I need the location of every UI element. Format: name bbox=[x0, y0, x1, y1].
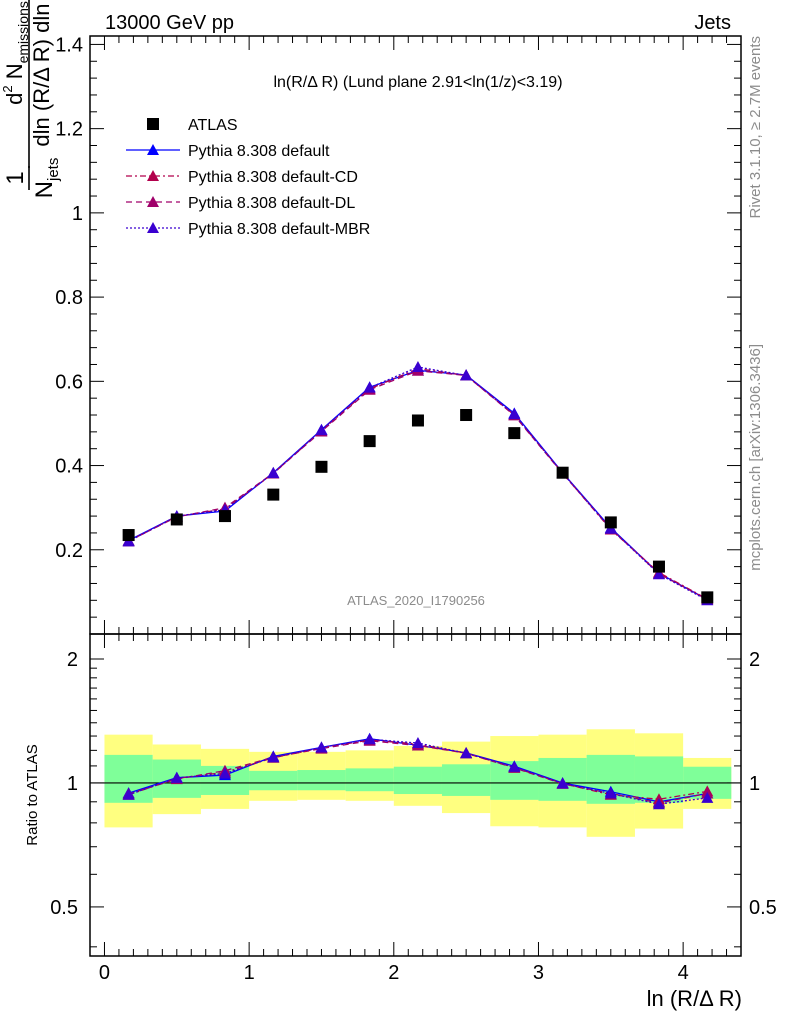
point-atlas bbox=[267, 488, 280, 501]
point-pythia-8-308-default-mbr bbox=[460, 747, 473, 759]
y-tick-label: 1.4 bbox=[55, 34, 83, 56]
y-tick-label: 0.6 bbox=[55, 371, 83, 393]
point-atlas bbox=[122, 529, 135, 542]
point-pythia-8-308-default-mbr bbox=[363, 381, 376, 393]
ratio-y-tick-label-right: 2 bbox=[749, 649, 760, 671]
x-tick-label: 0 bbox=[99, 962, 110, 984]
series-line-pythia-8-308-default-mbr bbox=[128, 366, 708, 601]
point-pythia-8-308-default-mbr bbox=[170, 771, 183, 783]
x-tick-label: 2 bbox=[388, 962, 399, 984]
ratio-y-tick-label-right: 1 bbox=[749, 773, 760, 795]
point-pythia-8-308-default-mbr bbox=[556, 777, 569, 789]
point-pythia-8-308-default-mbr bbox=[315, 424, 328, 436]
legend-label-pythia-8-308-default-mbr: Pythia 8.308 default-MBR bbox=[188, 221, 370, 238]
point-atlas bbox=[315, 460, 328, 473]
svg-text:dln (R/Δ R) dln (1/z): dln (R/Δ R) dln (1/z) bbox=[29, 0, 54, 147]
legend-label-pythia-8-308-default: Pythia 8.308 default bbox=[188, 143, 330, 160]
ratio-y-tick-label: 1 bbox=[67, 773, 78, 795]
svg-text:Njets: Njets bbox=[31, 158, 62, 199]
x-tick-label: 1 bbox=[244, 962, 255, 984]
x-tick-label: 4 bbox=[678, 962, 689, 984]
svg-text:d2 Nemissions: d2 Nemissions bbox=[0, 1, 31, 105]
point-pythia-8-308-default-mbr bbox=[604, 787, 617, 799]
plot-title: ln(R/Δ R) (Lund plane 2.91<ln(1/z)<3.19) bbox=[273, 74, 562, 91]
y-tick-label: 1 bbox=[72, 203, 83, 225]
point-pythia-8-308-default-mbr bbox=[508, 408, 521, 420]
point-atlas bbox=[556, 466, 569, 479]
series-line-pythia-8-308-default-cd bbox=[128, 368, 708, 600]
header-left: 13000 GeV pp bbox=[105, 12, 234, 34]
point-pythia-8-308-default-mbr bbox=[701, 791, 714, 803]
band-inner-bin bbox=[441, 764, 491, 796]
point-atlas bbox=[508, 427, 521, 440]
ratio-y-tick-label: 2 bbox=[67, 649, 78, 671]
ratio-plot-frame bbox=[89, 633, 742, 957]
svg-text:1: 1 bbox=[2, 171, 29, 184]
legend-marker-pythia-8-308-default-mbr bbox=[147, 222, 159, 233]
legend-label-atlas: ATLAS bbox=[188, 117, 238, 134]
point-atlas bbox=[701, 591, 714, 604]
point-atlas bbox=[460, 409, 473, 422]
header-right: Jets bbox=[694, 12, 731, 34]
y-axis-label-top: 1 Njets d2 Nemissions dln (R/Δ R) dln (1… bbox=[0, 0, 62, 198]
legend-marker-pythia-8-308-default-dl bbox=[147, 196, 159, 207]
point-pythia-8-308-default-mbr bbox=[652, 568, 665, 580]
series-line-pythia-8-308-default bbox=[128, 369, 708, 601]
point-pythia-8-308-default-mbr bbox=[122, 788, 135, 800]
ratio-y-tick-label: 0.5 bbox=[50, 897, 78, 919]
point-pythia-8-308-default-mbr bbox=[218, 767, 231, 779]
legend-label-pythia-8-308-default-cd: Pythia 8.308 default-CD bbox=[188, 169, 358, 186]
legend-label-pythia-8-308-default-dl: Pythia 8.308 default-DL bbox=[188, 195, 355, 212]
legend-marker-pythia-8-308-default-cd bbox=[147, 170, 159, 181]
point-atlas bbox=[363, 435, 376, 448]
band-inner-bin bbox=[249, 770, 298, 791]
x-tick-label: 3 bbox=[533, 962, 544, 984]
point-pythia-8-308-default-mbr bbox=[267, 467, 280, 479]
y-tick-label: 0.4 bbox=[55, 456, 83, 478]
point-pythia-8-308-default-mbr bbox=[267, 751, 280, 763]
point-pythia-8-308-default-mbr bbox=[460, 369, 473, 381]
y-tick-label: 0.8 bbox=[55, 287, 83, 309]
mcplots-label: mcplots.cern.ch [arXiv:1306.3436] bbox=[747, 344, 764, 571]
point-atlas bbox=[604, 516, 617, 529]
legend-marker-atlas bbox=[147, 118, 159, 130]
x-axis-label: ln (R/Δ R) bbox=[647, 986, 742, 1011]
point-atlas bbox=[218, 510, 231, 523]
point-pythia-8-308-default-mbr bbox=[508, 760, 521, 772]
point-pythia-8-308-default-mbr bbox=[411, 361, 424, 373]
point-pythia-8-308-default-mbr bbox=[315, 741, 328, 753]
ratio-y-tick-label-right: 0.5 bbox=[749, 897, 777, 919]
y-axis-label-bottom: Ratio to ATLAS bbox=[24, 744, 41, 845]
band-inner-bin bbox=[345, 768, 394, 792]
point-pythia-8-308-default-mbr bbox=[652, 798, 665, 810]
band-inner-bin bbox=[393, 766, 442, 795]
point-pythia-8-308-default-mbr bbox=[363, 733, 376, 745]
y-tick-label: 1.2 bbox=[55, 119, 83, 141]
point-atlas bbox=[411, 414, 424, 427]
legend-marker-pythia-8-308-default bbox=[147, 144, 159, 155]
rivet-label: Rivet 3.1.10, ≥ 2.7M events bbox=[747, 36, 764, 219]
band-inner-bin bbox=[297, 770, 346, 791]
y-tick-label: 0.2 bbox=[55, 540, 83, 562]
series-line-pythia-8-308-default-dl bbox=[128, 370, 708, 601]
point-atlas bbox=[170, 513, 183, 526]
point-atlas bbox=[652, 560, 665, 573]
point-pythia-8-308-default-mbr bbox=[411, 737, 424, 749]
watermark: ATLAS_2020_I1790256 bbox=[347, 593, 485, 608]
